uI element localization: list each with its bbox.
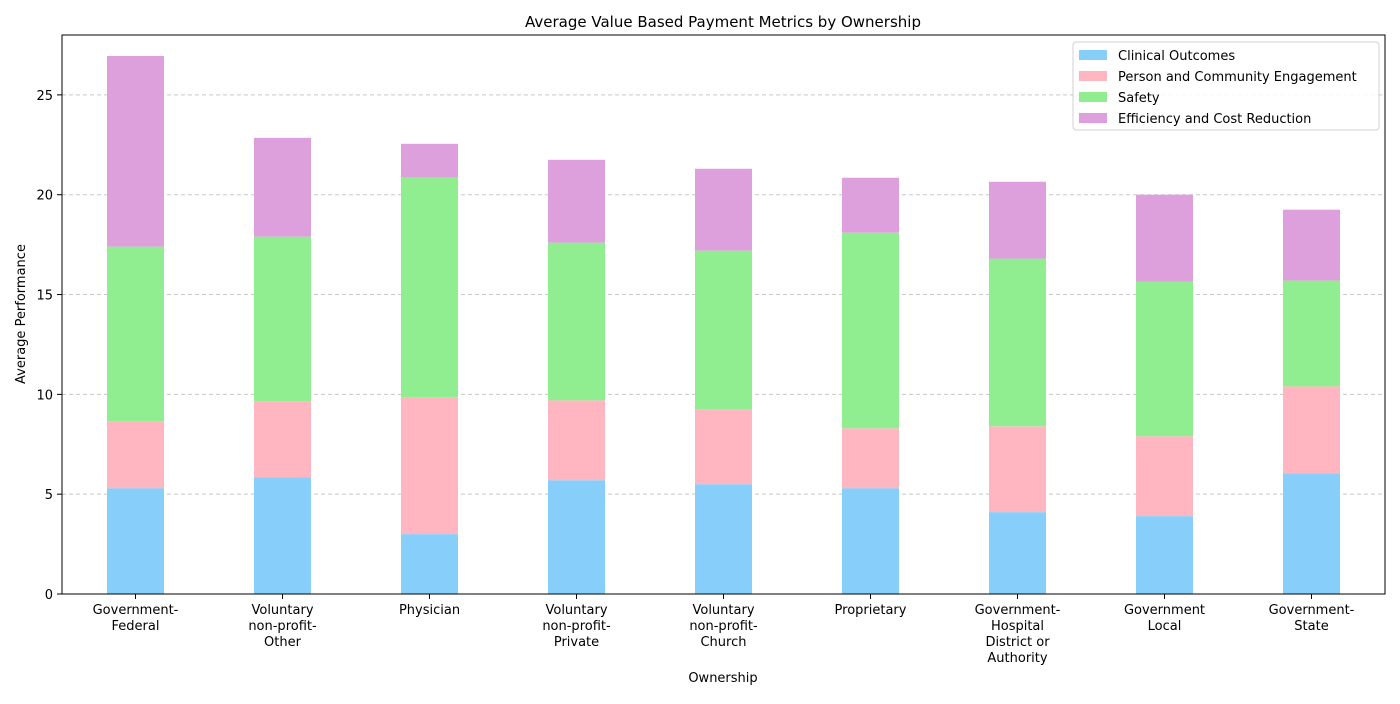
bar-segment	[842, 428, 899, 489]
bar-segment	[1283, 386, 1340, 474]
bar-segment	[695, 484, 752, 594]
bar-segment	[1136, 436, 1193, 517]
bar-segment	[254, 477, 311, 594]
legend-swatch	[1079, 71, 1107, 81]
bar-segment	[254, 401, 311, 478]
x-axis-label: Ownership	[688, 671, 757, 686]
y-tick-label: 0	[45, 588, 53, 603]
y-tick-label: 5	[45, 488, 53, 503]
legend-label: Clinical Outcomes	[1118, 49, 1235, 64]
x-tick-label: Voluntary non-profit-Church	[689, 603, 758, 650]
bar-segment	[1136, 516, 1193, 594]
y-tick-label: 15	[36, 289, 53, 304]
bar-segment	[695, 409, 752, 485]
bar-segment	[695, 168, 752, 251]
x-tick-label: Voluntary non-profit-Other	[248, 603, 317, 650]
bar-segment	[842, 232, 899, 429]
legend-box	[1072, 41, 1380, 131]
x-tick-label: Physician	[399, 603, 460, 618]
x-axis: Government-Federal Voluntary non-profit-Ot…	[93, 594, 1355, 666]
y-tick-label: 20	[36, 189, 53, 204]
legend-label: Person and Community Engagement	[1118, 70, 1357, 85]
bar-segment	[548, 159, 605, 243]
bar-segment	[548, 242, 605, 401]
bar-segment	[989, 258, 1046, 427]
bar-segment	[107, 246, 164, 422]
legend-label: Safety	[1118, 91, 1160, 106]
x-tick-label: Government-Hospital District or Authority	[975, 603, 1061, 666]
bar-segment	[1136, 281, 1193, 437]
bar-segment	[401, 534, 458, 594]
chart-title: Average Value Based Payment Metrics by O…	[525, 13, 921, 31]
bar-segment	[989, 181, 1046, 259]
bar-segment	[1283, 473, 1340, 594]
bar-segment	[548, 400, 605, 481]
x-tick-label: Government-Federal	[93, 603, 179, 634]
x-tick-label: Voluntary non-profit-Private	[542, 603, 611, 650]
y-axis: 0 5 10 15 20 25	[36, 89, 62, 603]
x-tick-label: Government-State	[1269, 603, 1355, 634]
legend: Clinical Outcomes Person and Community En…	[1072, 41, 1380, 131]
legend-swatch	[1079, 92, 1107, 102]
bar-segment	[842, 488, 899, 594]
y-tick-label: 10	[36, 388, 53, 403]
bar-segment	[107, 421, 164, 489]
bars	[107, 55, 1340, 594]
y-tick-label: 25	[36, 89, 53, 104]
bar-segment	[254, 137, 311, 237]
bar-segment	[842, 177, 899, 233]
bar-segment	[1283, 209, 1340, 281]
x-tick-label: Government Local	[1124, 603, 1205, 634]
bar-segment	[401, 143, 458, 178]
bar-segment	[989, 512, 1046, 594]
bar-segment	[107, 55, 164, 247]
bar-segment	[1283, 280, 1340, 387]
bar-segment	[254, 236, 311, 402]
bar-segment	[695, 250, 752, 410]
bar-segment	[548, 480, 605, 594]
legend-label: Efficiency and Cost Reduction	[1118, 112, 1311, 127]
x-tick-label: Proprietary	[835, 603, 907, 618]
bar-segment	[401, 177, 458, 398]
bar-segment	[1136, 194, 1193, 282]
bar-segment	[401, 397, 458, 535]
y-axis-label: Average Performance	[14, 244, 29, 384]
bar-segment	[107, 488, 164, 594]
legend-swatch	[1079, 113, 1107, 123]
legend-swatch	[1079, 50, 1107, 60]
bar-segment	[989, 426, 1046, 513]
